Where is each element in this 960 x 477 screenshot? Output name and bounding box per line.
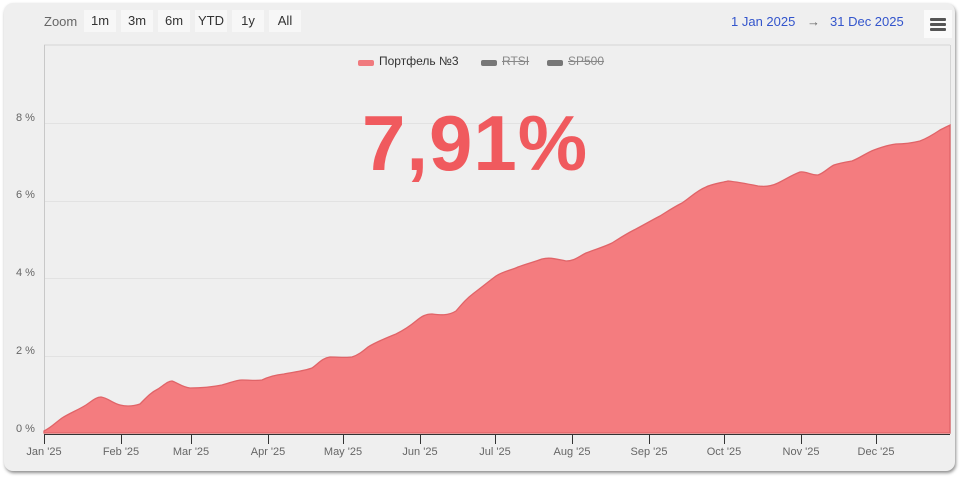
y-tick-label: 6 %: [16, 189, 35, 201]
y-tick-label: 8 %: [16, 112, 35, 124]
zoom-1y-button[interactable]: 1y: [232, 10, 264, 32]
y-tick-label: 4 %: [16, 267, 35, 279]
range-to-input[interactable]: 31 Dec 2025: [830, 14, 904, 29]
range-from-input[interactable]: 1 Jan 2025: [731, 14, 796, 29]
y-tick-label: 0 %: [16, 423, 35, 435]
legend-swatch-icon: [547, 60, 563, 66]
x-tick-label: May '25: [323, 446, 363, 458]
hamburger-menu-icon-bar: [930, 23, 946, 26]
zoom-1m-button[interactable]: 1m: [84, 10, 116, 32]
x-tick-label: Oct '25: [706, 446, 742, 458]
legend-label: SP500: [568, 54, 605, 68]
legend-label: Портфель №3: [379, 54, 459, 68]
x-tick-label: Mar '25: [172, 446, 210, 458]
hamburger-menu-icon-bar: [930, 28, 946, 31]
hamburger-menu-icon: [930, 18, 946, 21]
x-tick-label: Aug '25: [553, 446, 591, 458]
x-tick-label: Jan '25: [26, 446, 62, 458]
zoom-6m-button[interactable]: 6m: [158, 10, 190, 32]
legend-label: RTSI: [502, 54, 530, 68]
x-tick-label: Jul '25: [479, 446, 511, 458]
zoom-3m-button[interactable]: 3m: [121, 10, 153, 32]
legend-swatch-icon: [481, 60, 497, 66]
portfolio-area[interactable]: [43, 123, 951, 434]
zoom-label: Zoom: [44, 14, 78, 29]
zoom-ytd-button[interactable]: YTD: [195, 10, 227, 32]
x-tick-label: Feb '25: [102, 446, 140, 458]
zoom-all-button[interactable]: All: [269, 10, 301, 32]
legend-swatch-icon: [358, 60, 374, 66]
x-tick-label: Dec '25: [857, 446, 895, 458]
x-tick-label: Nov '25: [782, 446, 820, 458]
x-tick-label: Apr '25: [250, 446, 286, 458]
context-menu-button[interactable]: [924, 10, 952, 38]
x-axis-ticks: [44, 434, 877, 444]
x-tick-label: Jun '25: [402, 446, 438, 458]
total-return-value: 7,91%: [362, 99, 589, 187]
range-arrow-icon: →: [807, 14, 820, 29]
y-tick-label: 2 %: [16, 345, 35, 357]
x-tick-label: Sep '25: [630, 446, 668, 458]
